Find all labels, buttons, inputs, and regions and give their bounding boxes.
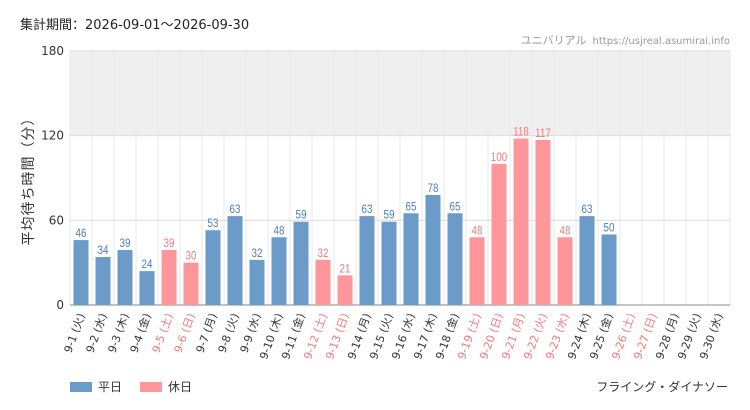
- bar: [227, 216, 243, 305]
- bar: [161, 249, 177, 305]
- bar-value-label: 32: [318, 247, 329, 260]
- y-tick-label: 120: [41, 129, 64, 143]
- bar: [139, 271, 155, 305]
- bar: [117, 249, 133, 305]
- bar-value-label: 78: [428, 182, 439, 195]
- site-url: https://usjreal.asumirai.info: [592, 36, 730, 47]
- bar: [205, 230, 221, 305]
- bar-value-label: 48: [472, 224, 483, 237]
- bar-value-label: 59: [296, 209, 307, 222]
- bar: [403, 213, 419, 305]
- legend-label-weekday: 平日: [98, 380, 123, 394]
- legend-swatch-holiday: [140, 381, 163, 392]
- bar: [315, 259, 331, 305]
- y-tick-label: 60: [49, 213, 64, 227]
- bar: [183, 262, 199, 305]
- bar-value-label: 118: [513, 126, 529, 139]
- bar: [579, 216, 595, 305]
- bar: [293, 221, 309, 305]
- site-name: ユニバリアル: [520, 34, 587, 47]
- legend-swatch-weekday: [70, 381, 92, 392]
- bar-value-label: 39: [120, 237, 131, 250]
- bar-value-label: 21: [340, 263, 351, 276]
- legend: 平日 休日: [70, 378, 210, 395]
- legend-item-weekday: 平日: [70, 378, 122, 395]
- bar-value-label: 30: [186, 250, 197, 263]
- bar: [95, 257, 111, 305]
- bar-value-label: 32: [252, 247, 263, 260]
- bar-value-label: 39: [164, 237, 175, 250]
- bar-value-label: 100: [491, 151, 507, 164]
- bar-value-label: 63: [362, 203, 373, 216]
- bar: [491, 163, 507, 305]
- bar-value-label: 53: [208, 217, 219, 230]
- bar: [381, 221, 397, 305]
- bar-value-label: 50: [604, 222, 615, 235]
- bar-value-label: 65: [450, 200, 461, 213]
- bar: [447, 213, 463, 305]
- legend-label-holiday: 休日: [168, 380, 193, 394]
- bar: [337, 275, 353, 305]
- bar-value-label: 117: [535, 127, 551, 140]
- bar-value-label: 46: [76, 227, 87, 240]
- bar-value-label: 48: [560, 224, 571, 237]
- bar-value-label: 63: [582, 203, 593, 216]
- bar-value-label: 34: [98, 244, 109, 257]
- attraction-name: フライング・ダイナソー: [596, 380, 728, 394]
- bar-value-label: 59: [384, 209, 395, 222]
- period-label: 集計期間：2026-09-01～2026-09-30: [20, 18, 250, 33]
- bar-value-label: 24: [142, 258, 153, 271]
- bar: [601, 234, 617, 305]
- bar-value-label: 65: [406, 200, 417, 213]
- bar: [557, 237, 573, 305]
- bar: [469, 237, 485, 305]
- bar-value-label: 63: [230, 203, 241, 216]
- bar: [73, 240, 89, 305]
- bar: [513, 138, 529, 305]
- bar: [535, 139, 551, 305]
- bar: [359, 216, 375, 305]
- legend-item-holiday: 休日: [140, 378, 192, 395]
- bar: [271, 237, 287, 305]
- bar: [249, 259, 265, 305]
- y-tick-label: 0: [56, 298, 64, 312]
- site-credit: ユニバリアル https://usjreal.asumirai.info: [521, 32, 730, 48]
- bar: [425, 194, 441, 305]
- bar-value-label: 48: [274, 224, 285, 237]
- y-tick-label: 180: [41, 44, 64, 58]
